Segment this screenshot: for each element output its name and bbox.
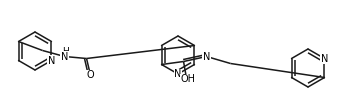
Text: N: N: [174, 69, 182, 79]
Text: H: H: [62, 47, 69, 56]
Text: N: N: [321, 53, 328, 64]
Text: O: O: [87, 71, 94, 80]
Text: N: N: [48, 56, 55, 65]
Text: N: N: [61, 52, 68, 61]
Text: N: N: [203, 52, 210, 61]
Text: OH: OH: [180, 75, 195, 84]
